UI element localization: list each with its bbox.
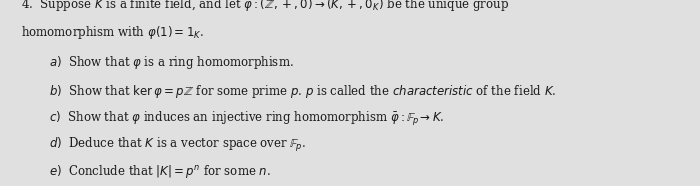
Text: $b)$  Show that $\ker \varphi = p\mathbb{Z}$ for some prime $p$. $p$ is called t: $b)$ Show that $\ker \varphi = p\mathbb{… [49,84,557,100]
Text: homomorphism with $\varphi(1) = 1_K$.: homomorphism with $\varphi(1) = 1_K$. [21,24,204,41]
Text: $c)$  Show that $\varphi$ induces an injective ring homomorphism $\bar{\varphi} : $c)$ Show that $\varphi$ induces an inje… [49,110,444,128]
Text: $d)$  Deduce that $K$ is a vector space over $\mathbb{F}_p$.: $d)$ Deduce that $K$ is a vector space o… [49,136,306,154]
Text: 4.  Suppose $K$ is a finite field, and let $\varphi : (\mathbb{Z}, +, 0) \righta: 4. Suppose $K$ is a finite field, and le… [21,0,509,13]
Text: $a)$  Show that $\varphi$ is a ring homomorphism.: $a)$ Show that $\varphi$ is a ring homom… [49,54,294,71]
Text: $e)$  Conclude that $|K| = p^n$ for some $n$.: $e)$ Conclude that $|K| = p^n$ for some … [49,163,271,180]
